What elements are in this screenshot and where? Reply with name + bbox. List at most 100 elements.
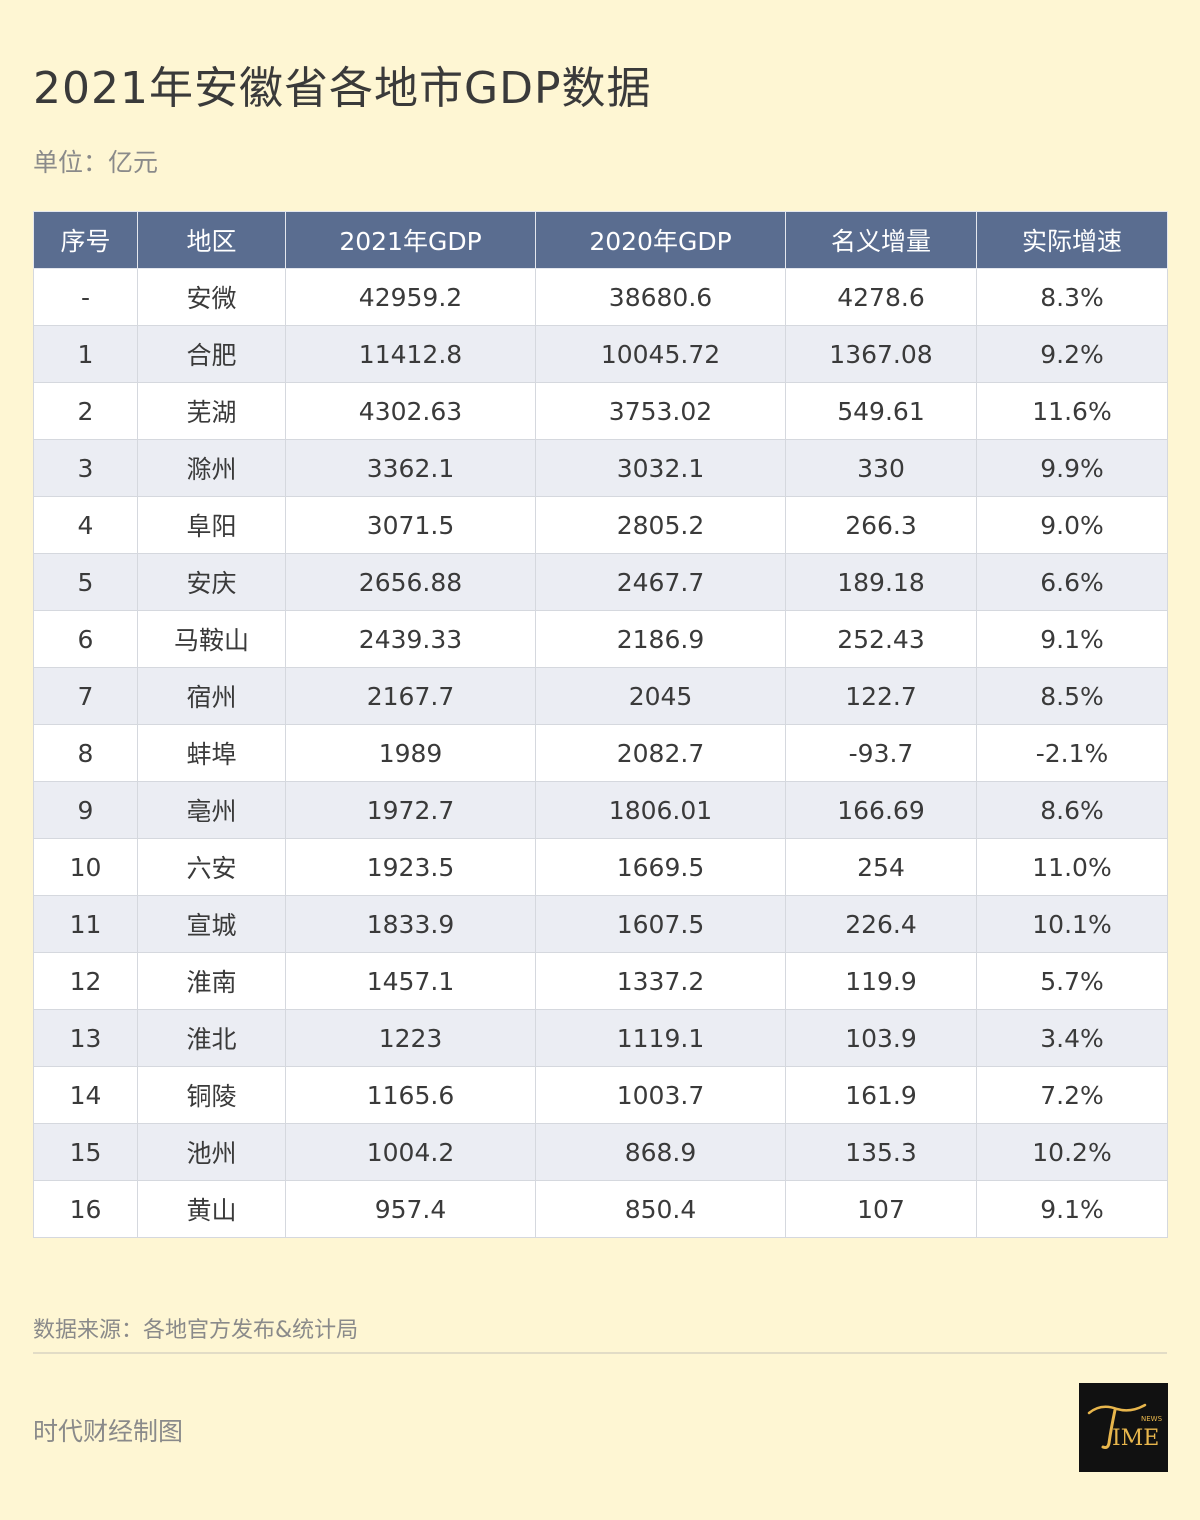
cell-nominal-increase: 226.4 <box>785 895 977 953</box>
header-cell-region: 地区 <box>137 211 286 269</box>
cell-index: 2 <box>33 382 138 440</box>
cell-index: 14 <box>33 1066 138 1124</box>
cell-real-growth: 6.6% <box>976 553 1168 611</box>
table-row: 14 铜陵 1165.6 1003.7 161.9 7.2% <box>33 1066 1168 1124</box>
header-cell-nominal-increase: 名义增量 <box>785 211 977 269</box>
cell-region: 宿州 <box>137 667 286 725</box>
gdp-table: 序号 地区 2021年GDP 2020年GDP 名义增量 实际增速 - 安微 429… <box>33 211 1168 1238</box>
cell-real-growth: 9.9% <box>976 439 1168 497</box>
cell-index: 6 <box>33 610 138 668</box>
cell-gdp-2021: 4302.63 <box>285 382 536 440</box>
header-cell-real-growth: 实际增速 <box>976 211 1168 269</box>
cell-real-growth: 10.1% <box>976 895 1168 953</box>
table-row: 11 宣城 1833.9 1607.5 226.4 10.1% <box>33 895 1168 953</box>
cell-real-growth: 8.6% <box>976 781 1168 839</box>
cell-nominal-increase: 254 <box>785 838 977 896</box>
table-row: 13 淮北 1223 1119.1 103.9 3.4% <box>33 1009 1168 1067</box>
table-row: 12 淮南 1457.1 1337.2 119.9 5.7% <box>33 952 1168 1010</box>
cell-index: 1 <box>33 325 138 383</box>
cell-nominal-increase: -93.7 <box>785 724 977 782</box>
time-news-logo-icon: NEWS IME <box>1079 1383 1168 1472</box>
table-row: 1 合肥 11412.8 10045.72 1367.08 9.2% <box>33 325 1168 383</box>
cell-region: 合肥 <box>137 325 286 383</box>
cell-region: 铜陵 <box>137 1066 286 1124</box>
cell-index: 4 <box>33 496 138 554</box>
cell-nominal-increase: 103.9 <box>785 1009 977 1067</box>
table-row: 2 芜湖 4302.63 3753.02 549.61 11.6% <box>33 382 1168 440</box>
cell-nominal-increase: 330 <box>785 439 977 497</box>
cell-gdp-2021: 2439.33 <box>285 610 536 668</box>
cell-gdp-2021: 1004.2 <box>285 1123 536 1181</box>
page-title: 2021年安徽省各地市GDP数据 <box>33 63 652 114</box>
cell-gdp-2021: 42959.2 <box>285 268 536 326</box>
cell-region: 蚌埠 <box>137 724 286 782</box>
cell-gdp-2020: 1607.5 <box>535 895 786 953</box>
logo-small-text: NEWS <box>1141 1415 1163 1423</box>
cell-gdp-2021: 1223 <box>285 1009 536 1067</box>
table-row: 5 安庆 2656.88 2467.7 189.18 6.6% <box>33 553 1168 611</box>
table-row: 7 宿州 2167.7 2045 122.7 8.5% <box>33 667 1168 725</box>
cell-region: 马鞍山 <box>137 610 286 668</box>
cell-real-growth: 7.2% <box>976 1066 1168 1124</box>
cell-gdp-2020: 38680.6 <box>535 268 786 326</box>
data-source-note: 数据来源：各地官方发布&统计局 <box>33 1318 359 1343</box>
cell-index: 15 <box>33 1123 138 1181</box>
cell-index: 8 <box>33 724 138 782</box>
table-row: 10 六安 1923.5 1669.5 254 11.0% <box>33 838 1168 896</box>
table-header: 序号 地区 2021年GDP 2020年GDP 名义增量 实际增速 <box>33 211 1168 269</box>
cell-gdp-2021: 2656.88 <box>285 553 536 611</box>
cell-nominal-increase: 266.3 <box>785 496 977 554</box>
cell-nominal-increase: 252.43 <box>785 610 977 668</box>
cell-gdp-2020: 1003.7 <box>535 1066 786 1124</box>
cell-gdp-2020: 3032.1 <box>535 439 786 497</box>
logo-graphic: NEWS IME <box>1087 1403 1163 1451</box>
cell-nominal-increase: 119.9 <box>785 952 977 1010</box>
cell-region: 滁州 <box>137 439 286 497</box>
cell-gdp-2020: 2467.7 <box>535 553 786 611</box>
cell-index: 7 <box>33 667 138 725</box>
cell-gdp-2021: 2167.7 <box>285 667 536 725</box>
cell-gdp-2020: 1806.01 <box>535 781 786 839</box>
cell-nominal-increase: 107 <box>785 1180 977 1238</box>
table-row: 3 滁州 3362.1 3032.1 330 9.9% <box>33 439 1168 497</box>
divider <box>33 1352 1167 1354</box>
cell-gdp-2020: 2186.9 <box>535 610 786 668</box>
cell-gdp-2020: 2045 <box>535 667 786 725</box>
cell-gdp-2020: 1337.2 <box>535 952 786 1010</box>
cell-index: 3 <box>33 439 138 497</box>
cell-gdp-2021: 1989 <box>285 724 536 782</box>
cell-nominal-increase: 4278.6 <box>785 268 977 326</box>
cell-region: 芜湖 <box>137 382 286 440</box>
cell-gdp-2021: 11412.8 <box>285 325 536 383</box>
cell-gdp-2020: 1119.1 <box>535 1009 786 1067</box>
cell-gdp-2020: 1669.5 <box>535 838 786 896</box>
cell-real-growth: 9.1% <box>976 1180 1168 1238</box>
table-row: 16 黄山 957.4 850.4 107 9.1% <box>33 1180 1168 1238</box>
cell-region: 安庆 <box>137 553 286 611</box>
cell-region: 亳州 <box>137 781 286 839</box>
cell-gdp-2020: 3753.02 <box>535 382 786 440</box>
cell-gdp-2021: 3362.1 <box>285 439 536 497</box>
header-cell-index: 序号 <box>33 211 138 269</box>
cell-index: 10 <box>33 838 138 896</box>
cell-nominal-increase: 549.61 <box>785 382 977 440</box>
cell-nominal-increase: 1367.08 <box>785 325 977 383</box>
cell-region: 六安 <box>137 838 286 896</box>
cell-nominal-increase: 122.7 <box>785 667 977 725</box>
chart-credit: 时代财经制图 <box>33 1417 184 1446</box>
cell-gdp-2020: 10045.72 <box>535 325 786 383</box>
cell-index: - <box>33 268 138 326</box>
cell-nominal-increase: 166.69 <box>785 781 977 839</box>
cell-region: 黄山 <box>137 1180 286 1238</box>
cell-index: 9 <box>33 781 138 839</box>
cell-gdp-2021: 1923.5 <box>285 838 536 896</box>
cell-nominal-increase: 189.18 <box>785 553 977 611</box>
cell-index: 5 <box>33 553 138 611</box>
cell-real-growth: 8.3% <box>976 268 1168 326</box>
cell-gdp-2020: 2805.2 <box>535 496 786 554</box>
cell-nominal-increase: 161.9 <box>785 1066 977 1124</box>
cell-gdp-2020: 2082.7 <box>535 724 786 782</box>
table-row: - 安微 42959.2 38680.6 4278.6 8.3% <box>33 268 1168 326</box>
cell-index: 16 <box>33 1180 138 1238</box>
cell-real-growth: 9.1% <box>976 610 1168 668</box>
